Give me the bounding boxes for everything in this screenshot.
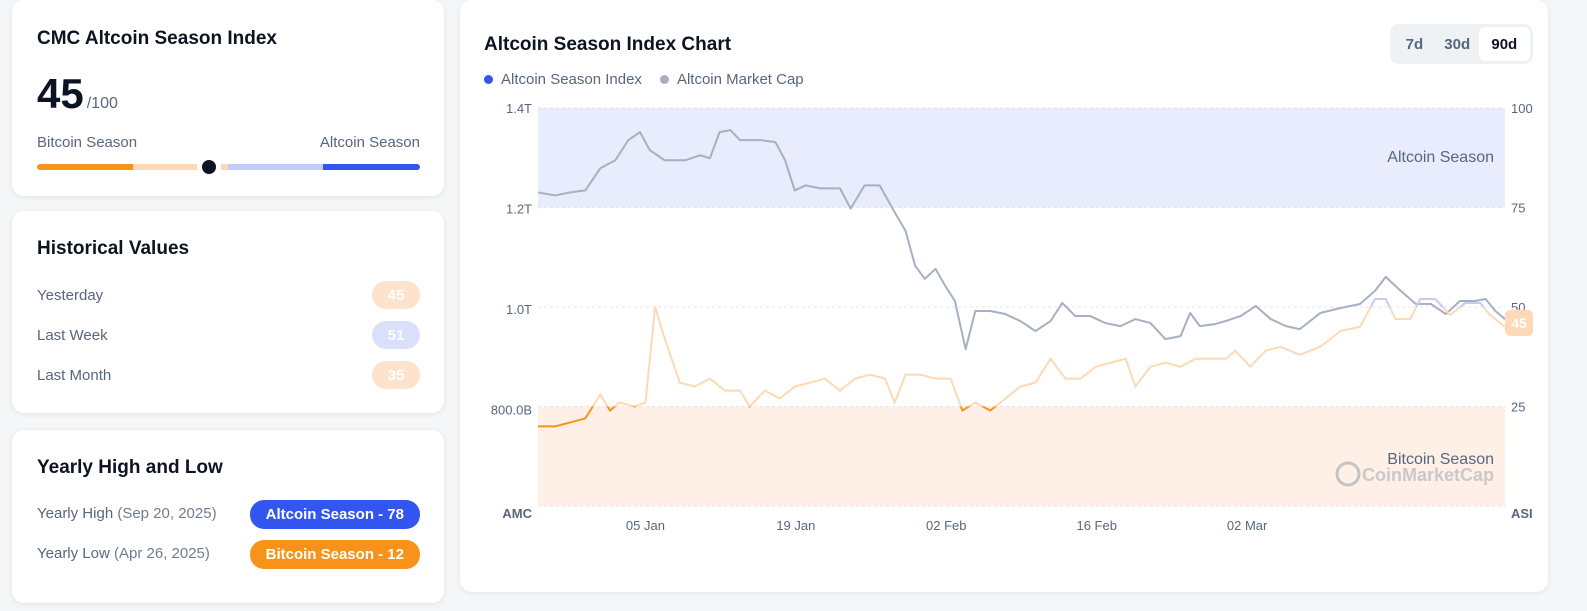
historical-title: Historical Values [37, 238, 190, 259]
gauge-altcoin-segment [323, 164, 420, 170]
historical-card: Historical Values Yesterday 45 Last Week 51… [12, 211, 444, 413]
yearly-label: Yearly High (Sep 20, 2025) [37, 505, 217, 522]
gauge-altcoin-light-segment [228, 164, 323, 170]
chart-title: Altcoin Season Index Chart [484, 34, 732, 55]
timeframe-tabs: 7d 30d 90d [1390, 24, 1533, 64]
yearly-card: Yearly High and Low Yearly High (Sep 20,… [12, 430, 444, 603]
historical-value-badge: 45 [372, 281, 420, 309]
x-axis-tick: 16 Feb [1076, 518, 1116, 533]
legend-dot-icon [659, 75, 669, 84]
legend-amc[interactable]: Altcoin Market Cap [659, 71, 804, 88]
right-axis-tick: 100 [1511, 101, 1533, 116]
x-axis-tick: 05 Jan [626, 518, 665, 533]
altcoin-season-zone-label: Altcoin Season [1387, 149, 1494, 166]
left-axis-tick: 1.0T [506, 302, 532, 317]
gauge-bitcoin-segment [37, 164, 133, 170]
left-axis-tick: 1.4T [506, 101, 532, 116]
tab-90d[interactable]: 90d [1478, 27, 1530, 61]
bitcoin-season-label: Bitcoin Season [37, 134, 138, 151]
legend-asi[interactable]: Altcoin Season Index [484, 71, 642, 88]
amc-line [537, 129, 1506, 351]
gauge-knob [197, 155, 222, 179]
yearly-title: Yearly High and Low [37, 457, 223, 478]
legend-dot-icon [484, 75, 493, 84]
x-axis-tick: 19 Jan [776, 518, 815, 533]
gauge-bitcoin-light-segment [133, 164, 228, 170]
current-value-badge [1505, 309, 1533, 336]
tab-7d[interactable]: 7d [1405, 35, 1424, 53]
chart-card: Altcoin Season Index Chart 7d 30d 90d Altc… [460, 0, 1548, 592]
left-axis-tick: 800.0B [491, 403, 532, 418]
index-value: 45 [37, 70, 84, 117]
bitcoin-season-zone-label: Bitcoin Season [1387, 451, 1494, 468]
yearly-badge: Bitcoin Season - 12 [249, 540, 420, 569]
right-axis-tick: 25 [1511, 400, 1525, 415]
asi-line-neutral-lower [591, 307, 1506, 407]
current-value-label: 45 [1511, 315, 1527, 331]
right-axis-tick: 75 [1511, 201, 1525, 216]
tab-30d[interactable]: 30d [1444, 35, 1471, 53]
historical-label: Yesterday [37, 287, 104, 304]
historical-value-badge: 51 [372, 321, 420, 349]
index-title: CMC Altcoin Season Index [37, 28, 277, 49]
yearly-label: Yearly Low (Apr 26, 2025) [37, 545, 210, 562]
historical-label: Last Week [37, 327, 108, 344]
coinmarketcap-logo-icon [1335, 461, 1361, 487]
bitcoin-season-zone [538, 406, 1505, 506]
left-axis-label: AMC [502, 506, 532, 521]
historical-label: Last Month [37, 367, 112, 384]
altcoin-season-zone [538, 108, 1505, 208]
historical-value-badge: 35 [372, 361, 420, 389]
x-axis-tick: 02 Mar [1227, 518, 1268, 533]
index-max: /100 [86, 95, 118, 112]
right-axis-label: ASI [1511, 506, 1533, 521]
watermark: CoinMarketCap [1362, 465, 1494, 485]
left-axis-tick: 1.2T [506, 202, 532, 217]
altcoin-season-label: Altcoin Season [319, 134, 420, 151]
x-axis-tick: 02 Feb [926, 518, 966, 533]
yearly-badge: Altcoin Season - 78 [249, 500, 420, 529]
index-card: CMC Altcoin Season Index 45 /100 Bitcoin… [12, 0, 444, 196]
